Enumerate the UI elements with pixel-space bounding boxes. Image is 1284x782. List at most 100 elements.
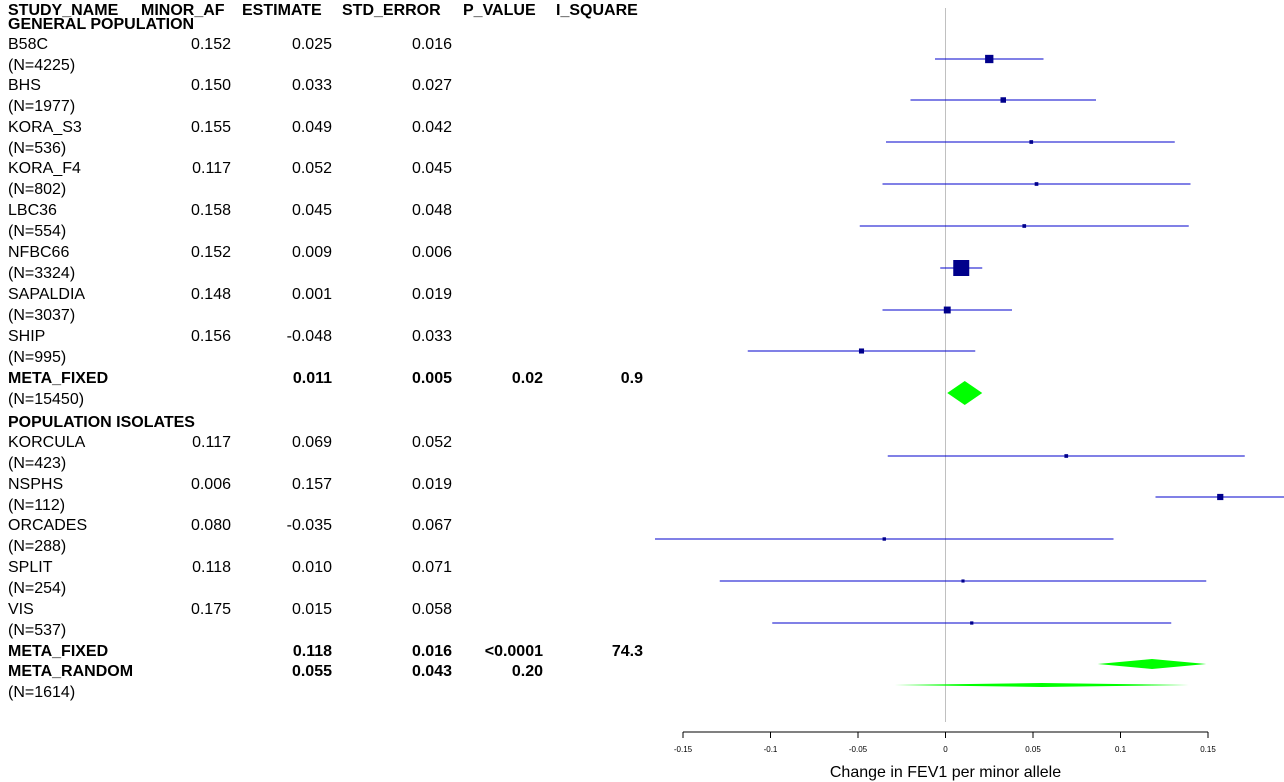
std-error-value: 0.058 (411, 601, 452, 618)
estimate-value: 0.011 (292, 370, 332, 387)
x-tick-label: 0.15 (1200, 745, 1216, 754)
minor-af-value: 0.155 (190, 119, 231, 136)
minor-af-value: 0.080 (190, 517, 231, 534)
study-name: KORCULA (8, 434, 86, 451)
std-error-value: 0.005 (411, 370, 452, 387)
minor-af-value: 0.158 (190, 202, 231, 219)
x-tick-label: -0.05 (849, 745, 868, 754)
sample-size: (N=802) (8, 181, 67, 198)
std-error-value: 0.019 (411, 476, 452, 493)
results-table: STUDY_NAME MINOR_AF ESTIMATE STD_ERROR P_VAL… (8, 2, 643, 701)
estimate-value: 0.055 (291, 663, 332, 680)
meta-diamond (894, 683, 1189, 687)
column-header-p-value: P_VALUE (463, 2, 536, 19)
point-estimate (961, 579, 965, 583)
sample-size: (N=4225) (8, 57, 76, 74)
study-name: BHS (8, 77, 41, 94)
x-axis-label: Change in FEV1 per minor allele (830, 764, 1061, 781)
column-header-i-square: I_SQUARE (556, 2, 638, 19)
sample-size: (N=554) (8, 223, 67, 240)
sample-size: (N=536) (8, 140, 67, 157)
estimate-value: -0.048 (286, 328, 332, 345)
std-error-value: 0.042 (411, 119, 452, 136)
estimate-value: 0.118 (292, 643, 332, 660)
estimate-value: 0.001 (291, 286, 332, 303)
study-name: SPLIT (8, 559, 53, 576)
meta-label: META_FIXED (8, 643, 109, 660)
study-name: LBC36 (8, 202, 57, 219)
i-square-value: 74.3 (611, 643, 643, 660)
x-tick-label: 0.1 (1115, 745, 1127, 754)
sample-size: (N=1977) (8, 98, 76, 115)
column-header-estimate: ESTIMATE (242, 2, 322, 19)
point-estimate (1217, 493, 1224, 501)
estimate-value: 0.015 (291, 601, 332, 618)
std-error-value: 0.048 (411, 202, 452, 219)
column-header-minor-af: MINOR_AF (141, 2, 225, 19)
minor-af-value: 0.156 (190, 328, 231, 345)
sample-size: (N=112) (8, 497, 66, 514)
p-value: 0.20 (511, 663, 543, 680)
meta-diamond (1097, 659, 1207, 669)
study-name: NFBC66 (8, 244, 70, 261)
meta-diamond (947, 381, 983, 405)
estimate-value: 0.025 (291, 36, 332, 53)
column-header-std-error: STD_ERROR (342, 2, 441, 19)
p-value: <0.0001 (484, 643, 543, 660)
std-error-value: 0.067 (411, 517, 452, 534)
meta-label: META_RANDOM (8, 663, 134, 680)
point-estimate (858, 348, 865, 354)
std-error-value: 0.071 (411, 559, 452, 576)
point-estimate (1034, 182, 1039, 186)
sample-size: (N=1614) (8, 684, 76, 701)
study-name: SAPALDIA (8, 286, 86, 303)
group-heading: POPULATION ISOLATES (8, 414, 195, 431)
std-error-value: 0.016 (411, 36, 452, 53)
estimate-value: 0.049 (291, 119, 332, 136)
std-error-value: 0.016 (411, 643, 452, 660)
point-estimate (1022, 224, 1027, 228)
point-estimate (1029, 140, 1034, 144)
point-estimate (943, 306, 951, 314)
std-error-value: 0.043 (411, 663, 452, 680)
group-heading: GENERAL POPULATION (8, 16, 195, 33)
estimate-value: 0.010 (291, 559, 332, 576)
estimate-value: 0.157 (291, 476, 332, 493)
estimate-value: 0.009 (291, 244, 332, 261)
sample-size: (N=995) (8, 349, 67, 366)
minor-af-value: 0.150 (190, 77, 231, 94)
minor-af-value: 0.117 (192, 160, 231, 177)
study-name: B58C (8, 36, 49, 53)
study-name: KORA_S3 (8, 119, 82, 136)
minor-af-value: 0.152 (190, 36, 231, 53)
sample-size: (N=423) (8, 455, 67, 472)
std-error-value: 0.033 (411, 328, 452, 345)
point-estimate (882, 537, 886, 541)
estimate-value: 0.052 (291, 160, 332, 177)
std-error-value: 0.019 (411, 286, 452, 303)
minor-af-value: 0.152 (190, 244, 231, 261)
point-estimate (985, 54, 994, 64)
x-tick-label: 0.05 (1025, 745, 1041, 754)
estimate-value: 0.033 (291, 77, 332, 94)
x-tick-label: 0 (943, 745, 948, 754)
x-tick-label: -0.1 (764, 745, 778, 754)
p-value: 0.02 (511, 370, 543, 387)
point-estimate (1064, 454, 1069, 458)
study-name: ORCADES (8, 517, 88, 534)
sample-size: (N=254) (8, 580, 67, 597)
point-estimate (1000, 97, 1006, 103)
minor-af-value: 0.175 (190, 601, 231, 618)
std-error-value: 0.027 (411, 77, 452, 94)
point-estimate (953, 260, 970, 276)
minor-af-value: 0.006 (190, 476, 231, 493)
estimate-value: 0.045 (291, 202, 332, 219)
estimate-value: -0.035 (286, 517, 332, 534)
std-error-value: 0.045 (411, 160, 452, 177)
sample-size: (N=288) (8, 538, 67, 555)
study-name: SHIP (8, 328, 46, 345)
meta-label: META_FIXED (8, 370, 109, 387)
x-tick-label: -0.15 (674, 745, 693, 754)
std-error-value: 0.006 (411, 244, 452, 261)
